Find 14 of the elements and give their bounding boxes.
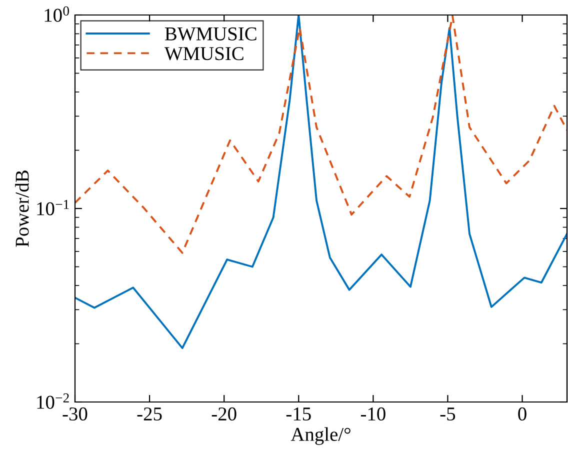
x-tick-label: -15 (286, 408, 311, 421)
x-tick-label: -10 (360, 407, 386, 421)
y-tick-label: 10$^{0}$ (44, 6, 69, 22)
x-tick-label: -20 (212, 407, 236, 421)
x-tick-label: 0 (518, 407, 526, 421)
x-tick-label: -25 (137, 407, 162, 421)
x-axis-title: Angle/° (290, 427, 350, 445)
y-tick-label: 10$^{−2}$ (37, 393, 69, 409)
x-tick-label: -5 (440, 408, 456, 421)
x-tick-label: -30 (62, 407, 88, 421)
y-tick-label: 10$^{−1}$ (37, 200, 69, 216)
legend-label: BWMUSIC (165, 27, 256, 41)
y-axis-title: Power/dB (15, 170, 29, 247)
legend-label: WMUSIC (164, 47, 244, 60)
